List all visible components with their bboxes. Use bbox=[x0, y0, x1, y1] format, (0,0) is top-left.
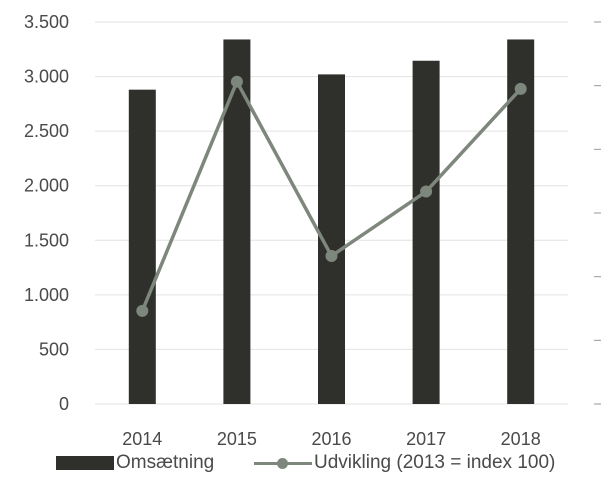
left-tick-label: 3.000 bbox=[24, 67, 69, 87]
left-tick-label: 0 bbox=[59, 394, 69, 414]
x-tick-label: 2016 bbox=[311, 429, 351, 445]
line-point bbox=[514, 82, 527, 95]
right-axis-ticks bbox=[594, 21, 601, 405]
x-axis-ticks: 2014 2015 2016 2017 2018 bbox=[122, 429, 540, 445]
x-tick-label: 2017 bbox=[406, 429, 446, 445]
left-tick-label: 1.000 bbox=[24, 285, 69, 305]
bar bbox=[223, 39, 251, 404]
x-tick-label: 2015 bbox=[217, 429, 257, 445]
line-point bbox=[136, 304, 149, 317]
x-tick-label: 2014 bbox=[122, 429, 162, 445]
left-tick-label: 500 bbox=[39, 339, 69, 359]
bar bbox=[128, 89, 156, 404]
legend-item-bar: Omsætning bbox=[56, 452, 214, 474]
line-point bbox=[420, 185, 433, 198]
left-tick-label: 3.500 bbox=[24, 12, 69, 32]
left-tick-label: 2.000 bbox=[24, 176, 69, 196]
x-tick-label: 2018 bbox=[501, 429, 541, 445]
left-tick-label: 1.500 bbox=[24, 230, 69, 250]
legend: Omsætning Udvikling (2013 = index 100) bbox=[0, 452, 601, 476]
bar bbox=[412, 60, 440, 404]
legend-bar-swatch bbox=[56, 456, 114, 470]
left-tick-label: 2.500 bbox=[24, 121, 69, 141]
line-series bbox=[136, 75, 527, 317]
legend-bar-label: Omsætning bbox=[116, 452, 215, 473]
left-axis-ticks: 0 500 1.000 1.500 2.000 2.500 3.000 3.500 bbox=[24, 12, 69, 414]
line-point bbox=[325, 249, 338, 262]
legend-line-label: Udvikling (2013 = index 100) bbox=[314, 452, 556, 473]
line-point bbox=[230, 75, 243, 88]
legend-line-swatch bbox=[254, 456, 312, 470]
legend-item-line: Udvikling (2013 = index 100) bbox=[254, 452, 555, 474]
